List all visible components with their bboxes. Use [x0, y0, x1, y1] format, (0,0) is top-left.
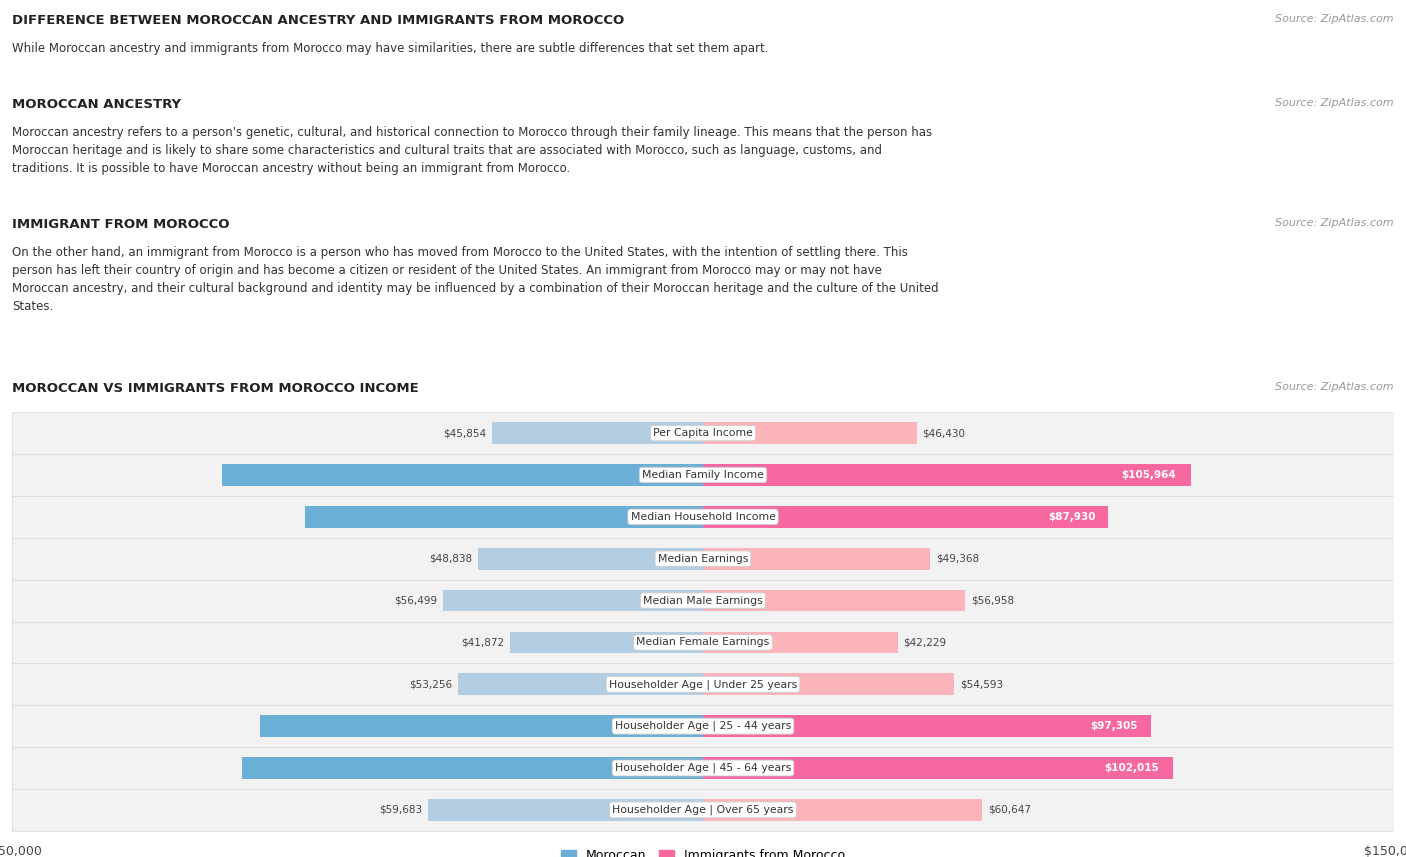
Text: $102,015: $102,015: [1104, 763, 1159, 773]
Text: Moroccan ancestry refers to a person's genetic, cultural, and historical connect: Moroccan ancestry refers to a person's g…: [13, 126, 932, 175]
Text: Median Household Income: Median Household Income: [630, 512, 776, 522]
Text: IMMIGRANT FROM MOROCCO: IMMIGRANT FROM MOROCCO: [13, 218, 229, 231]
Text: $45,854: $45,854: [443, 428, 486, 438]
Text: Median Female Earnings: Median Female Earnings: [637, 638, 769, 647]
Bar: [703, 423, 917, 444]
FancyBboxPatch shape: [13, 747, 1393, 789]
Bar: [510, 632, 703, 653]
Text: $48,838: $48,838: [429, 554, 472, 564]
Text: $56,958: $56,958: [972, 596, 1014, 606]
FancyBboxPatch shape: [13, 412, 1393, 454]
Text: $86,468: $86,468: [692, 512, 738, 522]
FancyBboxPatch shape: [13, 454, 1393, 496]
Bar: [703, 632, 897, 653]
Text: $54,593: $54,593: [960, 680, 1002, 689]
FancyBboxPatch shape: [13, 789, 1393, 830]
Text: $97,305: $97,305: [1090, 721, 1137, 731]
FancyBboxPatch shape: [13, 663, 1393, 705]
Legend: Moroccan, Immigrants from Morocco: Moroccan, Immigrants from Morocco: [555, 844, 851, 857]
Text: While Moroccan ancestry and immigrants from Morocco may have similarities, there: While Moroccan ancestry and immigrants f…: [13, 42, 769, 55]
FancyBboxPatch shape: [13, 496, 1393, 538]
Text: Median Family Income: Median Family Income: [643, 470, 763, 480]
Bar: [703, 506, 1108, 528]
Bar: [427, 799, 703, 821]
Bar: [703, 716, 1152, 737]
Text: $53,256: $53,256: [409, 680, 453, 689]
Text: $96,117: $96,117: [690, 721, 737, 731]
Text: DIFFERENCE BETWEEN MOROCCAN ANCESTRY AND IMMIGRANTS FROM MOROCCO: DIFFERENCE BETWEEN MOROCCAN ANCESTRY AND…: [13, 14, 624, 27]
Bar: [703, 548, 931, 570]
Text: Source: ZipAtlas.com: Source: ZipAtlas.com: [1275, 218, 1393, 228]
Bar: [703, 799, 983, 821]
Text: Median Earnings: Median Earnings: [658, 554, 748, 564]
Text: $59,683: $59,683: [380, 805, 423, 815]
Text: Householder Age | 45 - 64 years: Householder Age | 45 - 64 years: [614, 763, 792, 773]
Text: $60,647: $60,647: [988, 805, 1031, 815]
Text: Per Capita Income: Per Capita Income: [652, 428, 754, 438]
Bar: [260, 716, 703, 737]
Bar: [443, 590, 703, 611]
Text: $42,229: $42,229: [903, 638, 946, 647]
Bar: [703, 590, 966, 611]
FancyBboxPatch shape: [13, 705, 1393, 747]
Text: $49,368: $49,368: [936, 554, 979, 564]
Text: $105,964: $105,964: [1122, 470, 1177, 480]
FancyBboxPatch shape: [13, 621, 1393, 663]
FancyBboxPatch shape: [13, 538, 1393, 579]
Text: Source: ZipAtlas.com: Source: ZipAtlas.com: [1275, 14, 1393, 24]
Bar: [222, 464, 703, 486]
Text: MOROCCAN ANCESTRY: MOROCCAN ANCESTRY: [13, 98, 181, 111]
Bar: [703, 757, 1173, 779]
Bar: [703, 464, 1191, 486]
Text: MOROCCAN VS IMMIGRANTS FROM MOROCCO INCOME: MOROCCAN VS IMMIGRANTS FROM MOROCCO INCO…: [13, 382, 419, 395]
Text: Source: ZipAtlas.com: Source: ZipAtlas.com: [1275, 98, 1393, 108]
Text: Householder Age | 25 - 44 years: Householder Age | 25 - 44 years: [614, 721, 792, 731]
Bar: [492, 423, 703, 444]
Bar: [703, 674, 955, 695]
FancyBboxPatch shape: [13, 579, 1393, 621]
Text: Householder Age | Over 65 years: Householder Age | Over 65 years: [612, 805, 794, 815]
Bar: [305, 506, 703, 528]
Text: $100,138: $100,138: [689, 763, 744, 773]
Text: $41,872: $41,872: [461, 638, 505, 647]
Bar: [478, 548, 703, 570]
Text: $56,499: $56,499: [394, 596, 437, 606]
Text: On the other hand, an immigrant from Morocco is a person who has moved from Moro: On the other hand, an immigrant from Mor…: [13, 246, 939, 313]
Text: $46,430: $46,430: [922, 428, 966, 438]
Text: $87,930: $87,930: [1049, 512, 1095, 522]
Text: Median Male Earnings: Median Male Earnings: [643, 596, 763, 606]
Text: Householder Age | Under 25 years: Householder Age | Under 25 years: [609, 679, 797, 690]
Bar: [242, 757, 703, 779]
Text: Source: ZipAtlas.com: Source: ZipAtlas.com: [1275, 382, 1393, 392]
Bar: [458, 674, 703, 695]
Text: $104,488: $104,488: [689, 470, 744, 480]
